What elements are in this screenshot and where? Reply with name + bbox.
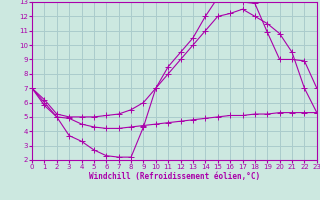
- X-axis label: Windchill (Refroidissement éolien,°C): Windchill (Refroidissement éolien,°C): [89, 172, 260, 181]
